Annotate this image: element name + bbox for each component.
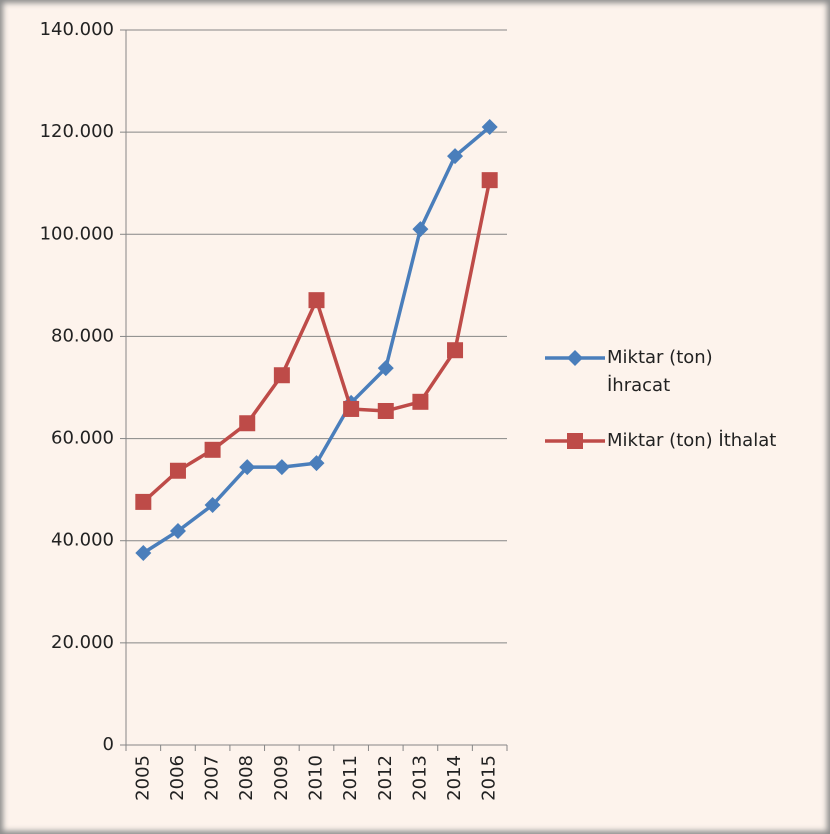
x-tick-label: 2014 — [444, 755, 465, 801]
x-tick-label: 2009 — [271, 755, 292, 801]
point — [273, 459, 290, 476]
point — [169, 462, 186, 479]
point — [343, 400, 360, 417]
point — [377, 360, 394, 377]
y-tick-label: 120.000 — [40, 121, 114, 142]
x-tick-label: 2006 — [167, 755, 188, 801]
x-tick-label: 2008 — [236, 755, 257, 801]
point — [481, 172, 498, 189]
y-tick-label: 140.000 — [40, 19, 114, 40]
point — [239, 415, 256, 432]
point — [377, 402, 394, 419]
x-tick-label: 2015 — [479, 755, 500, 801]
legend-label: Miktar (ton) İthalat — [607, 430, 777, 451]
point — [481, 119, 498, 136]
point — [308, 292, 325, 309]
point — [412, 393, 429, 410]
series-line — [142, 125, 491, 555]
point — [169, 523, 186, 540]
legend-marker — [567, 350, 583, 366]
x-tick-label: 2011 — [340, 755, 361, 801]
point — [447, 342, 464, 359]
point — [412, 221, 429, 238]
series-line — [142, 179, 492, 504]
point — [204, 441, 221, 458]
point — [239, 459, 256, 476]
y-tick-label: 0 — [103, 734, 114, 755]
point — [135, 493, 152, 510]
y-tick-label: 60.000 — [51, 428, 114, 449]
x-tick-label: 2012 — [375, 755, 396, 801]
point — [135, 544, 152, 561]
point — [308, 455, 325, 472]
y-tick-label: 20.000 — [51, 632, 114, 653]
x-tick-label: 2007 — [202, 755, 223, 801]
y-tick-label: 100.000 — [40, 223, 114, 244]
y-tick-label: 80.000 — [51, 325, 114, 346]
point — [204, 496, 221, 513]
point — [447, 148, 464, 165]
legend-label: Miktar (ton) İhracat — [607, 347, 713, 396]
x-tick-label: 2005 — [132, 755, 153, 801]
x-tick-label: 2010 — [306, 755, 327, 801]
y-tick-label: 40.000 — [51, 530, 114, 551]
legend-marker — [567, 433, 583, 449]
point — [273, 367, 290, 384]
x-tick-label: 2013 — [409, 755, 430, 801]
